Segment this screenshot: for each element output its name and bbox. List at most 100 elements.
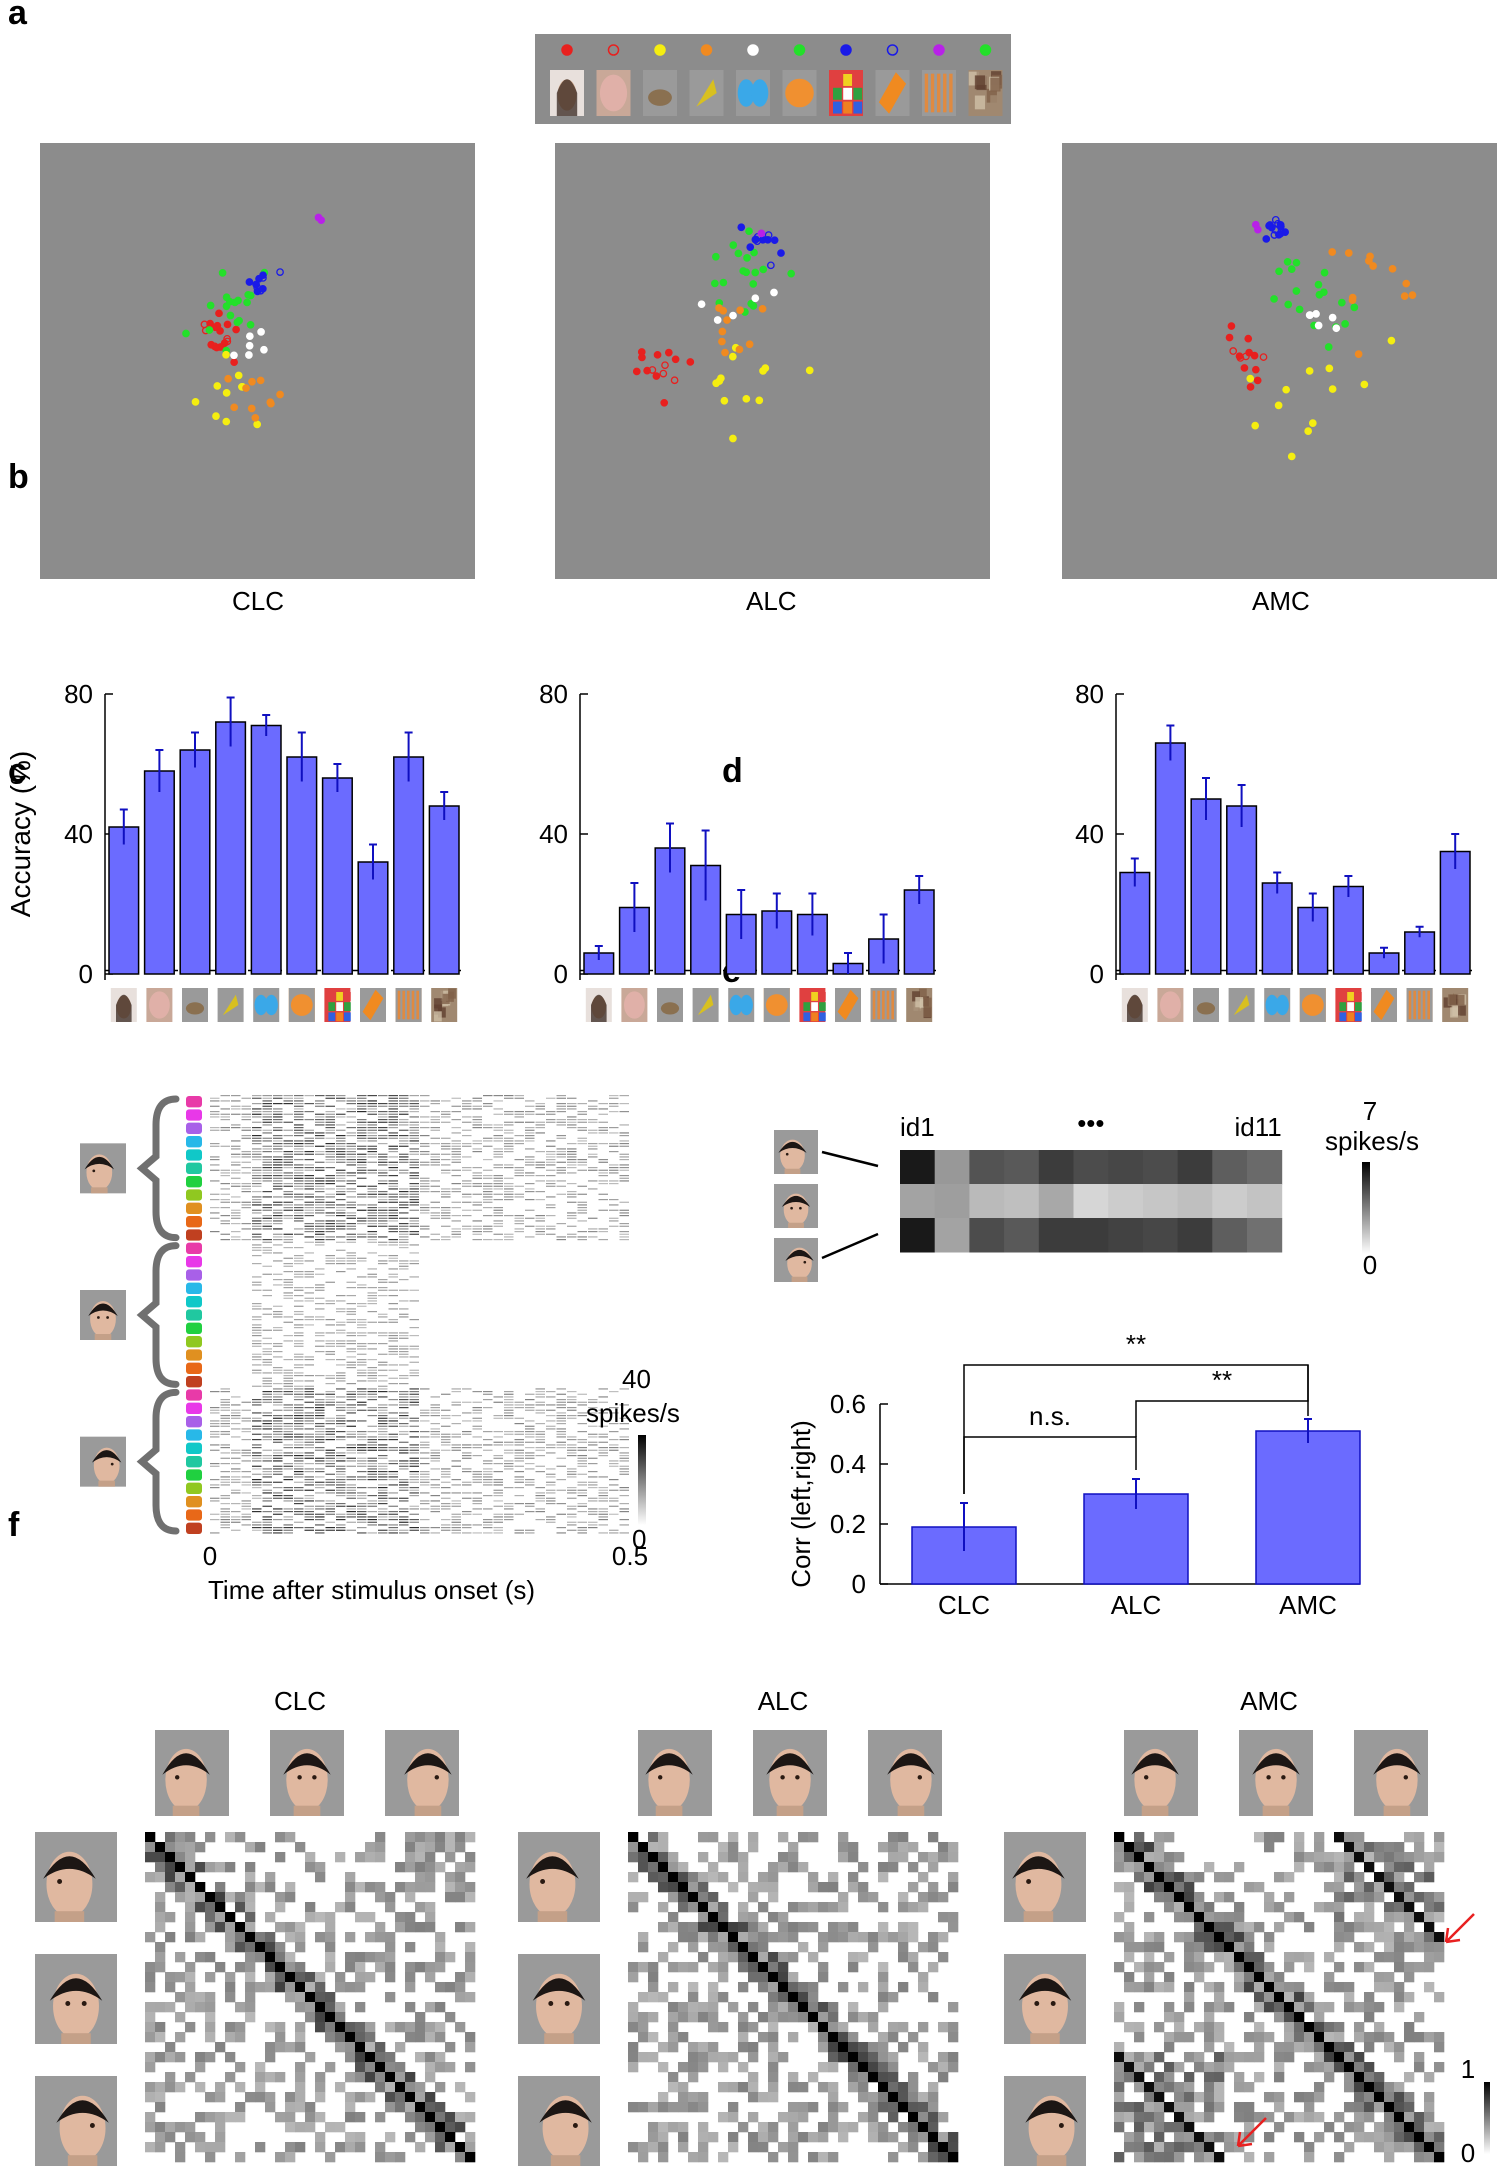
raster-spike bbox=[619, 1223, 629, 1225]
raster-spike bbox=[283, 1143, 293, 1145]
raster-spike bbox=[420, 1236, 430, 1238]
raster-spike bbox=[588, 1180, 598, 1182]
raster-spike bbox=[462, 1492, 472, 1494]
raster-spike bbox=[231, 1140, 241, 1142]
raster-spike bbox=[462, 1193, 472, 1195]
matrix-cell bbox=[345, 2022, 356, 2033]
raster-spike bbox=[315, 1529, 325, 1531]
raster-spike bbox=[304, 1511, 314, 1513]
raster-spike bbox=[462, 1105, 472, 1107]
raster-spike bbox=[283, 1428, 293, 1430]
raster-spike bbox=[357, 1319, 367, 1321]
raster-spike bbox=[514, 1167, 524, 1169]
raster-spike bbox=[451, 1503, 461, 1505]
raster-spike bbox=[357, 1516, 367, 1518]
raster-spike bbox=[367, 1236, 377, 1238]
raster-spike bbox=[483, 1524, 493, 1526]
raster-spike bbox=[252, 1212, 262, 1214]
raster-spike bbox=[304, 1495, 314, 1497]
matrix-cell bbox=[1334, 1932, 1345, 1943]
raster-spike bbox=[556, 1447, 566, 1449]
matrix-cell bbox=[1314, 2002, 1325, 2013]
raster-spike bbox=[283, 1257, 293, 1259]
matrix-cell bbox=[1284, 1872, 1295, 1883]
raster-spike bbox=[346, 1217, 356, 1219]
raster-spike bbox=[514, 1135, 524, 1137]
raster-spike bbox=[252, 1129, 262, 1131]
matrix-cell bbox=[275, 1952, 286, 1963]
matrix-cell bbox=[1314, 1862, 1325, 1873]
raster-spike bbox=[336, 1492, 346, 1494]
raster-spike bbox=[514, 1441, 524, 1443]
matrix-cell bbox=[315, 1982, 326, 1993]
raster-spike bbox=[409, 1095, 419, 1097]
matrix-cell bbox=[1174, 1872, 1185, 1883]
raster-spike bbox=[304, 1479, 314, 1481]
raster-spike bbox=[357, 1185, 367, 1187]
raster-spike bbox=[241, 1201, 251, 1203]
raster-spike bbox=[409, 1121, 419, 1123]
raster-spike bbox=[567, 1399, 577, 1401]
raster-spike bbox=[325, 1193, 335, 1195]
matrix-cell bbox=[405, 2072, 416, 2083]
scatter-point bbox=[259, 274, 267, 282]
matrix-cell bbox=[325, 1912, 336, 1923]
raster-spike bbox=[304, 1207, 314, 1209]
raster-spike bbox=[472, 1127, 482, 1129]
raster-spike bbox=[294, 1263, 304, 1265]
column-face-left bbox=[155, 1730, 229, 1816]
matrix-cell bbox=[255, 2072, 266, 2083]
raster-spike bbox=[388, 1377, 398, 1379]
matrix-cell bbox=[728, 2112, 739, 2123]
raster-spike bbox=[262, 1329, 272, 1331]
raster-spike bbox=[336, 1489, 346, 1491]
raster-spike bbox=[357, 1097, 367, 1099]
raster-spike bbox=[336, 1172, 346, 1174]
raster-spike bbox=[262, 1460, 272, 1462]
raster-spike bbox=[336, 1191, 346, 1193]
matrix-cell bbox=[375, 2052, 386, 2063]
raster-spike bbox=[283, 1519, 293, 1521]
raster-spike bbox=[535, 1103, 545, 1105]
matrix-cell bbox=[928, 1962, 939, 1973]
matrix-cell bbox=[155, 1902, 166, 1913]
raster-spike bbox=[430, 1164, 440, 1166]
raster-spike bbox=[273, 1305, 283, 1307]
raster-spike bbox=[378, 1313, 388, 1315]
raster-spike bbox=[409, 1492, 419, 1494]
row-face-front bbox=[35, 1954, 117, 2044]
scatter-point bbox=[686, 358, 695, 366]
raster-spike bbox=[357, 1233, 367, 1235]
raster-spike bbox=[525, 1457, 535, 1459]
raster-spike bbox=[546, 1468, 556, 1470]
matrix-cell bbox=[748, 2052, 759, 2063]
raster-spike bbox=[241, 1516, 251, 1518]
matrix-cell bbox=[315, 2012, 326, 2023]
raster-spike bbox=[535, 1121, 545, 1123]
raster-spike bbox=[493, 1500, 503, 1502]
matrix-cell bbox=[335, 2022, 346, 2033]
raster-spike bbox=[252, 1121, 262, 1123]
raster-spike bbox=[325, 1260, 335, 1262]
matrix-cell bbox=[155, 2142, 166, 2153]
raster-spike bbox=[546, 1121, 556, 1123]
matrix-cell bbox=[405, 1862, 416, 1873]
matrix-cell bbox=[235, 2112, 246, 2123]
raster-spike bbox=[262, 1527, 272, 1529]
raster-spike bbox=[483, 1159, 493, 1161]
raster-spike bbox=[609, 1164, 619, 1166]
matrix-cell bbox=[1364, 1862, 1375, 1873]
raster-spike bbox=[388, 1225, 398, 1227]
raster-spike bbox=[220, 1425, 230, 1427]
matrix-cell bbox=[285, 1962, 296, 1973]
raster-spike bbox=[577, 1121, 587, 1123]
matrix-cell bbox=[668, 1872, 679, 1883]
matrix-cell bbox=[405, 1942, 416, 1953]
raster-spike bbox=[252, 1369, 262, 1371]
raster-spike bbox=[483, 1439, 493, 1441]
matrix-cell bbox=[175, 1852, 186, 1863]
matrix-cell bbox=[435, 2052, 446, 2063]
raster-spike bbox=[588, 1513, 598, 1515]
matrix-cell bbox=[858, 2092, 869, 2103]
raster-spike bbox=[273, 1212, 283, 1214]
